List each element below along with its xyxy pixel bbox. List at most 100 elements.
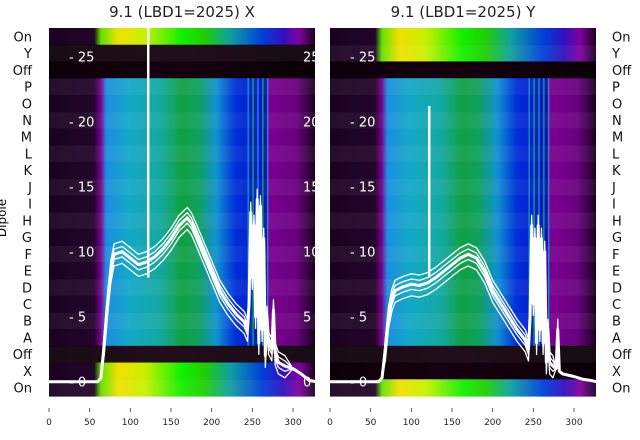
heatmap-stripe [533, 78, 535, 346]
heatmap-row [330, 362, 596, 380]
x-tick-label: 200 [203, 418, 220, 428]
x-tick-label: 300 [565, 418, 582, 428]
row-label: G [612, 231, 622, 246]
panel-x: 9.1 (LBD1=2025) X- 0 0- 5 5- 10 10- 15 15- 2… [13, 3, 320, 428]
x-tick-label: 250 [244, 418, 261, 428]
overlay-tick-label: - 10 [350, 246, 375, 261]
overlay-profile-line [330, 230, 597, 383]
heatmap-row [330, 228, 596, 247]
overlay-profile-line [49, 210, 316, 383]
row-label: On [14, 382, 32, 397]
row-label: L [25, 147, 33, 162]
row-label: K [23, 164, 32, 179]
heatmap-row [49, 161, 315, 180]
heatmap-row [330, 161, 596, 180]
row-label: M [612, 131, 623, 146]
heatmap-row [49, 295, 315, 313]
row-label: D [22, 281, 32, 296]
x-tick-label: 150 [162, 418, 179, 428]
heatmap-row [330, 44, 596, 63]
row-label: H [22, 214, 32, 229]
heatmap-row [49, 278, 315, 297]
row-label: I [612, 198, 616, 213]
heatmap-row [330, 195, 596, 213]
heatmap-stripe [262, 78, 264, 346]
row-label: J [611, 181, 616, 196]
heatmap-row [330, 94, 596, 113]
row-label: Y [611, 47, 620, 62]
row-label: D [612, 281, 622, 296]
heatmap-row [49, 145, 315, 163]
row-label: B [23, 315, 32, 330]
row-label: G [22, 231, 32, 246]
heatmap-stripe [543, 78, 545, 346]
heatmap-row [330, 278, 596, 297]
row-label: A [612, 331, 621, 346]
row-label: Off [612, 348, 632, 363]
row-label: On [14, 30, 32, 45]
heatmap-row [49, 379, 315, 397]
heatmap-row [330, 212, 596, 230]
x-tick-label: 50 [84, 418, 96, 428]
row-label: K [612, 164, 621, 179]
row-label: P [24, 81, 32, 96]
row-label: A [23, 331, 32, 346]
row-label: E [24, 265, 32, 280]
heatmap-row [330, 78, 596, 96]
overlay-profile-line [330, 214, 597, 383]
heatmap-row [49, 78, 315, 96]
heatmap-row [49, 212, 315, 230]
overlay-tick-label-right: 25 [303, 51, 320, 66]
overlay-tick-label: - 15 [69, 181, 94, 196]
overlay-tick-label-right: 15 [303, 181, 320, 196]
heatmap-row [49, 228, 315, 247]
x-tick-label: 250 [525, 418, 542, 428]
x-tick-label: 300 [284, 418, 301, 428]
row-label: Y [23, 47, 32, 62]
overlay-profile-line [49, 188, 316, 383]
heatmap-row [49, 44, 315, 63]
row-label: F [25, 248, 32, 263]
heatmap-row [330, 379, 596, 397]
row-label: P [612, 81, 620, 96]
heatmap-row [330, 262, 596, 280]
overlay-tick-label: - 25 [69, 51, 94, 66]
overlay-tick-label: - 20 [69, 116, 94, 131]
row-label: E [612, 265, 620, 280]
row-label: M [21, 131, 32, 146]
x-tick-label: 0 [327, 418, 333, 428]
panel-title: 9.1 (LBD1=2025) X [109, 3, 255, 21]
row-label: On [612, 382, 630, 397]
x-tick-label: 100 [403, 418, 420, 428]
x-tick-label: 0 [46, 418, 52, 428]
row-label: N [612, 114, 622, 129]
heatmap-row [49, 262, 315, 280]
overlay-tick-label: - 25 [350, 51, 375, 66]
row-label: X [612, 365, 621, 380]
overlay-tick-label-right: 10 [303, 246, 320, 261]
heatmap-row [330, 145, 596, 163]
row-label: B [612, 315, 621, 330]
heatmap-row [49, 28, 315, 46]
overlay-tick-label-right: 0 [303, 376, 311, 391]
heatmap-stripe [266, 78, 269, 346]
heatmap-row [49, 128, 315, 146]
row-label: Off [612, 64, 632, 79]
heatmap-row [330, 128, 596, 146]
heatmap-row [330, 28, 596, 46]
overlay-tick-label: - 10 [69, 246, 94, 261]
row-label: H [612, 214, 622, 229]
row-label: C [23, 298, 32, 313]
row-label: Off [13, 348, 33, 363]
y-axis-label: Dipole [0, 199, 9, 237]
row-label: F [612, 248, 619, 263]
row-label: I [28, 198, 32, 213]
heatmap-row [49, 61, 315, 79]
heatmap-row [49, 362, 315, 380]
heatmap-stripe [538, 78, 540, 346]
panel-y: 9.1 (LBD1=2025) Y- 0- 5- 10- 15- 20- 250… [327, 3, 632, 428]
panel-title: 9.1 (LBD1=2025) Y [391, 3, 537, 21]
row-label: C [612, 298, 621, 313]
row-label: Off [13, 64, 33, 79]
